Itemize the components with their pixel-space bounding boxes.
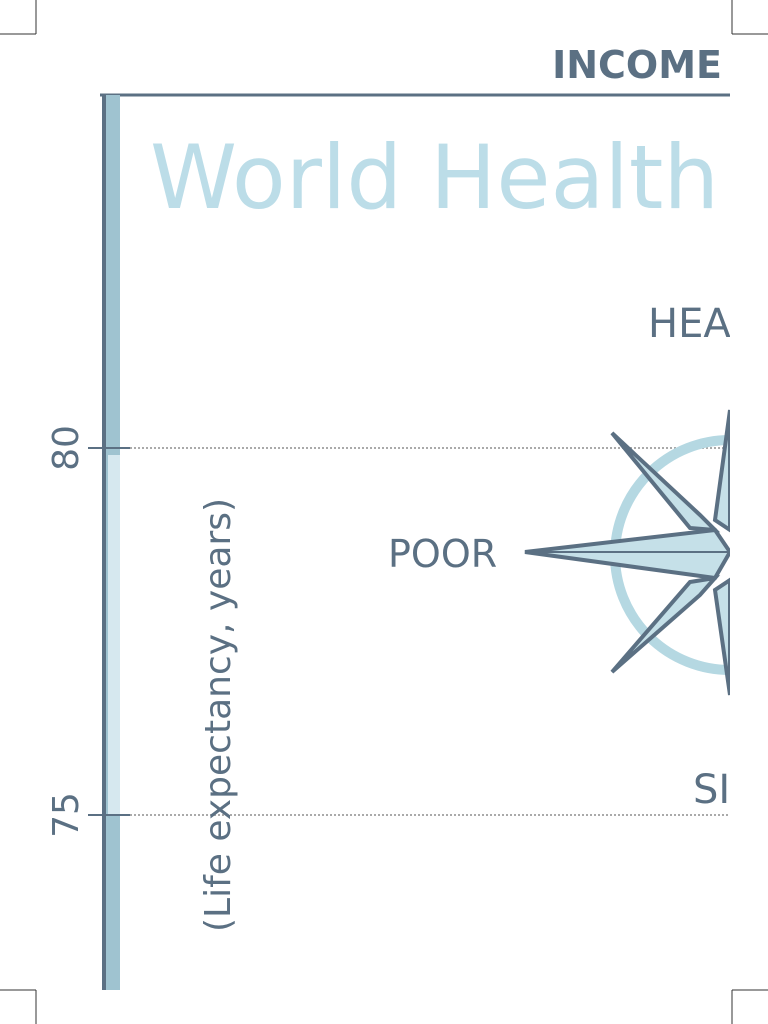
axis-band (108, 455, 120, 815)
compass-west: POOR (388, 532, 497, 576)
title: World Health (150, 126, 719, 229)
compass-point (524, 527, 730, 581)
compass-point (610, 575, 721, 674)
compass-south: SI (693, 767, 730, 813)
compass (524, 409, 730, 696)
axis-label: (Life expectancy, years) (198, 498, 239, 932)
header-title: INCOME (552, 43, 722, 87)
compass-north: HEA (648, 301, 731, 347)
tick-label: 75 (46, 792, 87, 838)
compass-point (712, 577, 730, 696)
compass-point (712, 409, 730, 533)
axis-bar-edge (102, 95, 106, 990)
tick-label: 80 (46, 425, 87, 471)
